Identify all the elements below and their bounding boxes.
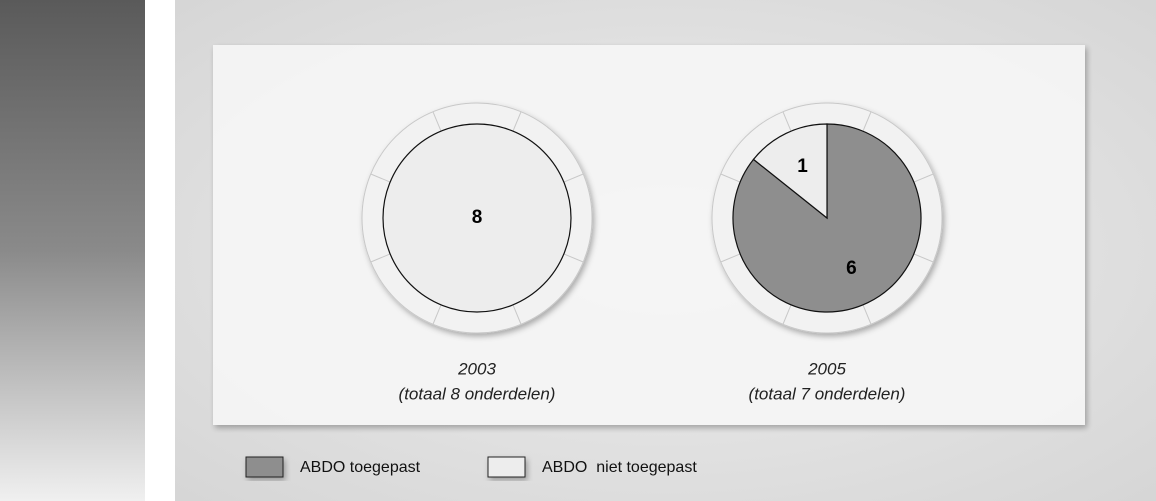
legend-label: ABDO niet toegepast <box>542 459 697 476</box>
pie-slice <box>382 123 572 313</box>
legend-label: ABDO toegepast <box>300 459 421 476</box>
frame-tick <box>720 173 741 183</box>
data-label: 6 <box>846 258 857 279</box>
pie-subtitle: (totaal 8 onderdelen) <box>399 384 556 403</box>
frame-tick <box>512 111 522 132</box>
photo-strip <box>0 0 145 501</box>
pie-slice <box>752 123 828 220</box>
chart-panel <box>213 45 1085 425</box>
frame-tick <box>862 304 872 325</box>
frame-tick <box>862 111 872 132</box>
frame-tick <box>782 304 792 325</box>
pie-subtitle: (totaal 7 onderdelen) <box>749 384 906 403</box>
pie-title: 2005 <box>807 359 846 378</box>
frame-tick <box>913 253 934 263</box>
legend-swatch <box>487 456 526 478</box>
frame-tick <box>512 304 522 325</box>
legend-swatch <box>245 456 284 478</box>
pie-title: 2003 <box>457 359 496 378</box>
frame-tick <box>720 253 741 263</box>
frame-tick <box>563 253 584 263</box>
data-label: 1 <box>797 156 808 177</box>
data-label: 8 <box>472 207 483 228</box>
frame-tick <box>782 111 792 132</box>
frame-tick <box>432 304 442 325</box>
frame-tick <box>563 173 584 183</box>
frame-tick <box>370 173 391 183</box>
frame-tick <box>432 111 442 132</box>
frame-tick <box>913 173 934 183</box>
frame-tick <box>370 253 391 263</box>
